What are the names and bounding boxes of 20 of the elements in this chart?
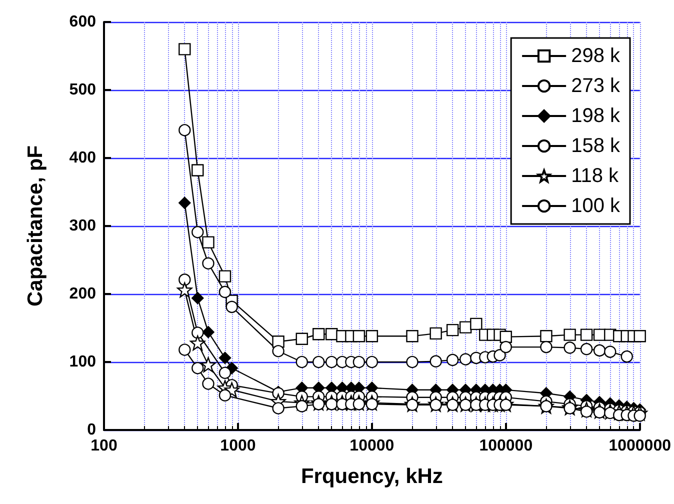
legend-label: 100 k <box>571 195 621 217</box>
x-tick-label: 1000000 <box>608 438 672 454</box>
y-tick-label: 100 <box>69 354 96 370</box>
y-tick-label: 500 <box>69 82 96 98</box>
x-axis-title: Frquency, kHz <box>300 465 443 488</box>
y-tick-label: 200 <box>69 286 96 302</box>
legend-label: 273 k <box>571 75 621 97</box>
legend-label: 118 k <box>571 165 620 187</box>
y-tick-label: 300 <box>69 218 96 234</box>
x-tick-label: 10000 <box>350 438 394 454</box>
y-tick-label: 400 <box>69 150 96 166</box>
legend-label: 298 k <box>571 45 621 67</box>
y-tick-label: 0 <box>87 422 96 438</box>
legend-label: 198 k <box>571 105 621 127</box>
legend-label: 158 k <box>571 135 621 157</box>
x-tick-label: 1000 <box>220 438 256 454</box>
x-tick-label: 100000 <box>479 438 533 454</box>
x-tick-label: 100 <box>90 438 118 454</box>
y-axis-title: Capacitance, pF <box>24 145 47 307</box>
y-tick-label: 600 <box>69 14 96 30</box>
